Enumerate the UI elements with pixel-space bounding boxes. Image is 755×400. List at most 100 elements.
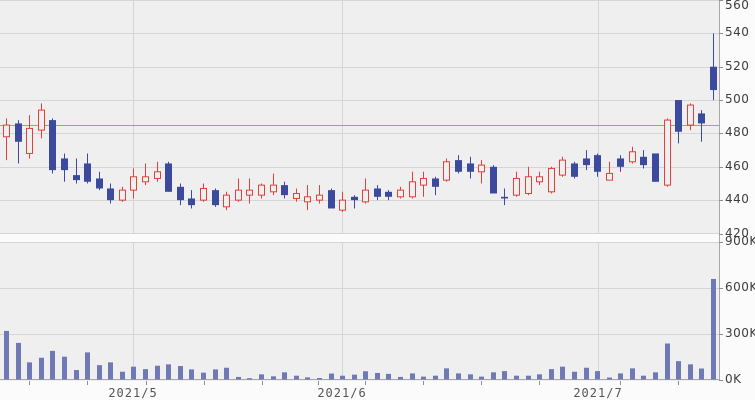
candle-body	[420, 177, 427, 186]
candle-body	[617, 158, 624, 167]
y-axis-tick	[719, 67, 723, 68]
candle-body	[246, 189, 253, 196]
candle-body	[559, 159, 566, 176]
volume-bar	[74, 370, 79, 380]
candle-down	[501, 188, 508, 206]
candle-body	[490, 166, 497, 194]
candle-down	[640, 150, 647, 169]
candle-body	[710, 66, 717, 91]
volume-bar	[4, 330, 9, 380]
candle-down	[281, 181, 288, 199]
volume-bar	[607, 377, 612, 380]
candle-up	[443, 158, 450, 182]
x-axis-label-may: 2021/5	[108, 386, 158, 400]
candle-down	[374, 185, 381, 201]
volume-bar	[456, 373, 461, 380]
candle-body	[513, 177, 520, 196]
candle-body	[339, 199, 346, 211]
volume-bar	[641, 375, 646, 380]
candle-body	[652, 153, 659, 182]
candle-up	[536, 171, 543, 186]
candle-up	[235, 178, 242, 202]
candle-down	[710, 33, 717, 101]
volume-bar	[294, 375, 299, 380]
x-axis-label-july: 2021/7	[573, 386, 623, 400]
price-chart-panel	[0, 0, 719, 234]
volume-bar	[502, 371, 507, 380]
candle-body	[409, 181, 416, 198]
candle-body	[130, 176, 137, 191]
candle-down	[455, 155, 462, 174]
volume-bar	[537, 374, 542, 380]
x-axis-tick	[423, 381, 424, 385]
candle-down	[49, 118, 56, 174]
candle-body	[328, 190, 335, 209]
candle-up	[258, 183, 265, 199]
candle-body	[362, 189, 369, 203]
x-axis-tick	[87, 381, 88, 385]
volume-bar	[421, 376, 426, 380]
volume-axis-label: 0K	[725, 372, 742, 386]
candle-down	[165, 161, 172, 192]
candle-up	[409, 171, 416, 199]
y-axis-tick	[719, 334, 723, 335]
y-axis-tick	[719, 380, 723, 381]
volume-bar	[363, 371, 368, 380]
y-axis-tick	[719, 167, 723, 168]
candle-body	[316, 194, 323, 201]
volume-bar	[213, 369, 218, 380]
volume-bar	[676, 361, 681, 380]
price-axis-label: 500	[725, 92, 750, 106]
x-axis-tick	[365, 381, 366, 385]
candle-down	[571, 161, 578, 179]
volume-bar	[711, 278, 716, 380]
candle-body	[455, 160, 462, 172]
candle-body	[687, 104, 694, 126]
candlestick-chart	[0, 0, 719, 234]
candle-up	[548, 166, 555, 194]
y-axis-tick	[719, 288, 723, 289]
volume-bar	[282, 372, 287, 380]
volume-bar	[247, 378, 252, 380]
volume-bar	[236, 376, 241, 380]
volume-bar	[433, 375, 438, 380]
volume-bar	[62, 356, 67, 380]
volume-bar	[618, 373, 623, 380]
candle-down	[490, 165, 497, 194]
candle-body	[467, 163, 474, 172]
candle-body	[374, 188, 381, 197]
candle-down	[385, 190, 392, 201]
candle-body	[640, 156, 647, 166]
x-axis-tick	[146, 381, 147, 385]
y-axis-tick	[719, 100, 723, 101]
candle-down	[73, 158, 80, 184]
candle-body	[165, 163, 172, 192]
candle-up	[130, 168, 137, 199]
candle-body	[119, 189, 126, 201]
candle-body	[432, 178, 439, 187]
candle-up	[362, 178, 369, 204]
x-axis-label-june: 2021/6	[317, 386, 367, 400]
candle-down	[432, 176, 439, 196]
volume-bar	[27, 362, 32, 380]
candle-up	[339, 191, 346, 212]
volume-bar	[491, 372, 496, 380]
candle-up	[270, 173, 277, 196]
candle-body	[281, 185, 288, 196]
candle-up	[223, 191, 230, 211]
candle-down	[212, 188, 219, 207]
volume-bar	[549, 369, 554, 380]
price-axis-label: 560	[725, 0, 750, 12]
candle-down	[61, 153, 68, 182]
candle-body	[15, 123, 22, 142]
candle-down	[84, 153, 91, 184]
x-axis-tick	[318, 381, 319, 385]
volume-bar	[688, 364, 693, 380]
volume-bar	[85, 352, 90, 380]
x-axis-tick	[204, 381, 205, 385]
volume-bar	[444, 368, 449, 380]
candle-down	[351, 195, 358, 209]
volume-bar	[271, 376, 276, 380]
candle-up	[559, 156, 566, 177]
